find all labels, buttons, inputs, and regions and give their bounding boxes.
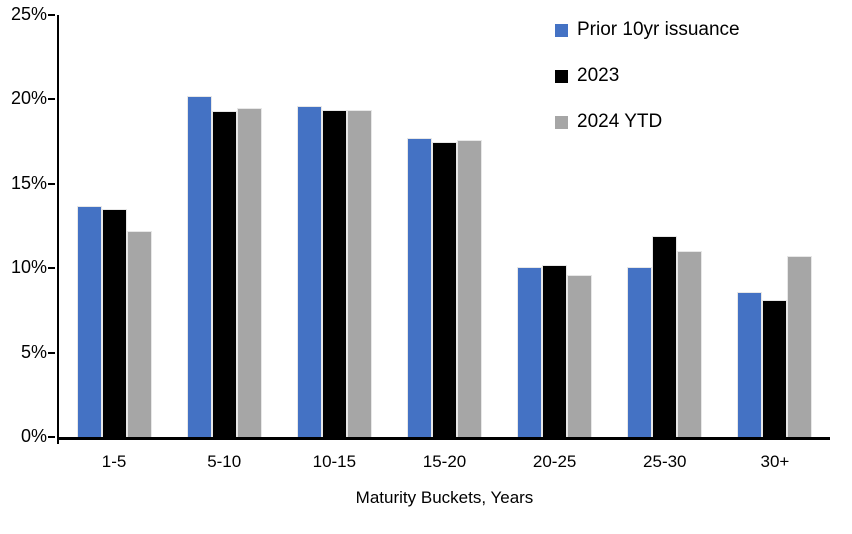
legend-swatch-icon — [555, 69, 568, 83]
plot-area: Prior 10yr issuance 2023 2024 YTD — [48, 14, 830, 444]
x-axis-label-5-10: 5-10 — [207, 452, 242, 471]
bar-2024-ytd-10-15 — [346, 109, 372, 437]
bar-2023-5-10 — [211, 111, 237, 437]
bar-2024-ytd-25-30 — [677, 251, 703, 437]
bar-group-30 — [720, 15, 830, 437]
legend-label: 2024 YTD — [577, 111, 663, 132]
bar-prior-10yr-issuance-15-20 — [406, 138, 432, 437]
legend-swatch-icon — [555, 23, 568, 37]
y-axis-label-5: 5% — [20, 341, 47, 362]
y-axis-label-25: 25% — [10, 4, 47, 24]
y-axis-label-15: 15% — [10, 172, 47, 193]
x-axis-labels: 1-5 5-10 10-15 15-20 20-25 25-30 30+ — [59, 452, 830, 472]
y-tick-25 — [48, 14, 55, 16]
legend-label: Prior 10yr issuance — [577, 19, 740, 40]
x-axis-label-1-5: 1-5 — [101, 452, 127, 471]
bar-prior-10yr-issuance-5-10 — [186, 96, 212, 437]
axis-corner-tick — [57, 437, 59, 444]
bar-2024-ytd-20-25 — [567, 275, 593, 437]
x-axis-label-30: 30+ — [760, 452, 790, 471]
bar-2023-30 — [762, 300, 788, 437]
y-axis-label-10: 10% — [10, 257, 47, 278]
x-axis-label-15-20: 15-20 — [422, 452, 467, 471]
bar-2024-ytd-30 — [787, 256, 813, 437]
bar-group-5-10 — [169, 15, 279, 437]
bar-2024-ytd-1-5 — [126, 231, 152, 437]
bar-group-15-20 — [389, 15, 499, 437]
y-tick-15 — [48, 182, 55, 185]
bar-2023-15-20 — [431, 141, 457, 437]
y-tick-0 — [48, 436, 55, 438]
x-axis-label-20-25: 20-25 — [532, 452, 577, 471]
bar-prior-10yr-issuance-20-25 — [517, 266, 543, 437]
bar-group-1-5 — [59, 15, 169, 437]
x-axis-title: Maturity Buckets, Years — [355, 488, 534, 507]
y-tick-5 — [48, 351, 55, 354]
bar-2023-25-30 — [652, 236, 678, 437]
bar-groups — [59, 15, 830, 437]
bar-2024-ytd-5-10 — [236, 107, 262, 437]
y-tick-10 — [48, 267, 55, 270]
legend-item-2024-ytd: 2024 YTD — [555, 110, 740, 134]
y-axis-label-20: 20% — [10, 88, 47, 109]
bar-prior-10yr-issuance-25-30 — [627, 266, 653, 437]
bar-prior-10yr-issuance-30 — [737, 291, 763, 437]
bar-2024-ytd-15-20 — [456, 139, 482, 437]
bar-prior-10yr-issuance-10-15 — [296, 106, 322, 437]
bar-prior-10yr-issuance-1-5 — [76, 205, 102, 437]
x-axis-label-10-15: 10-15 — [312, 452, 357, 471]
bar-group-10-15 — [279, 15, 389, 437]
legend-item-prior-10yr-issuance: Prior 10yr issuance — [555, 18, 740, 42]
bar-2023-1-5 — [101, 209, 127, 437]
legend: Prior 10yr issuance 2023 2024 YTD — [555, 18, 740, 156]
bar-2023-10-15 — [321, 109, 347, 437]
legend-item-2023: 2023 — [555, 64, 740, 88]
bar-2023-20-25 — [542, 264, 568, 437]
legend-label: 2023 — [577, 65, 620, 86]
bar-group-20-25 — [500, 15, 610, 437]
bar-group-25-30 — [610, 15, 720, 437]
x-axis-label-25-30: 25-30 — [643, 452, 687, 471]
y-axis-labels: 0% 5% 10% 15% 20% 25% — [0, 4, 47, 446]
y-axis-label-0: 0% — [20, 426, 47, 446]
y-tick-20 — [48, 98, 55, 101]
legend-swatch-icon — [555, 115, 568, 129]
